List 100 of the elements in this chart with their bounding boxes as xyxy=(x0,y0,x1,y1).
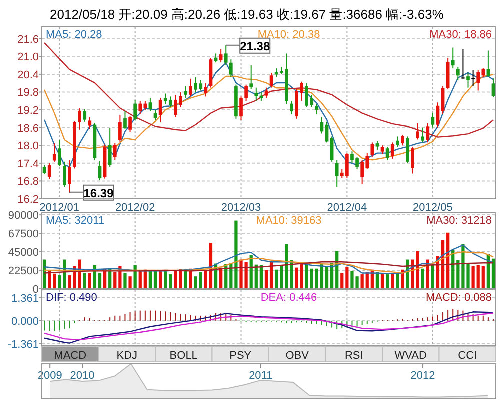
x-tick-label: 2012/01 xyxy=(40,202,80,214)
text: MA10: 39163 xyxy=(256,215,322,227)
x-tick-label: 2012/04 xyxy=(327,202,368,214)
text: MA30: 31218 xyxy=(426,215,492,227)
candlestick xyxy=(124,111,127,130)
bar xyxy=(88,273,92,289)
line-series xyxy=(44,251,494,274)
bar xyxy=(194,276,198,289)
candlestick xyxy=(406,136,410,164)
bar xyxy=(179,270,182,289)
bar xyxy=(63,260,66,289)
candlestick xyxy=(492,78,496,98)
candlestick xyxy=(128,115,132,133)
candlestick xyxy=(58,139,62,167)
candlestick xyxy=(189,78,192,98)
bar xyxy=(386,274,390,289)
candlestick xyxy=(158,98,162,123)
candlestick xyxy=(230,59,233,78)
line-series xyxy=(44,244,494,274)
text: MA10: 20.38 xyxy=(258,29,320,41)
y-tick-label: 0.000 xyxy=(11,316,39,328)
candlestick xyxy=(396,136,400,148)
candlestick xyxy=(431,112,435,128)
candlestick xyxy=(325,121,329,144)
text: WVAD xyxy=(394,350,428,362)
candlestick xyxy=(411,146,414,174)
candlestick xyxy=(250,65,254,90)
y-tick-label: 19.2 xyxy=(18,105,39,118)
x-tick-label: 2012/03 xyxy=(221,202,262,214)
text: DIF: 0.490 xyxy=(46,292,98,304)
bar xyxy=(492,258,496,289)
y-tick-label: 90000 xyxy=(8,210,39,222)
bar xyxy=(431,266,435,289)
candlestick xyxy=(390,142,394,160)
candlestick xyxy=(108,128,112,168)
text: KDJ xyxy=(116,350,138,362)
candlestick xyxy=(486,50,490,78)
text: BOLL xyxy=(170,350,198,362)
text: MA5: 32011 xyxy=(46,215,105,227)
text: OBV xyxy=(286,350,310,362)
y-tick-label: 45000 xyxy=(8,247,39,260)
text: MA5: 20.28 xyxy=(46,29,102,41)
bar xyxy=(472,266,475,289)
y-tick-label: 19.8 xyxy=(18,87,39,100)
x-tick-label: 2010 xyxy=(70,370,95,382)
bar xyxy=(346,267,349,289)
x-tick-label: 2012/05 xyxy=(413,202,453,214)
bar xyxy=(290,260,294,289)
y-tick-label: 20.4 xyxy=(18,69,39,82)
bar xyxy=(58,276,62,289)
line-series xyxy=(44,262,494,274)
bar xyxy=(199,272,202,289)
candlestick xyxy=(436,102,440,128)
text: MACD xyxy=(54,350,87,362)
candlestick xyxy=(88,116,92,130)
x-tick-label: 2012/02 xyxy=(115,202,156,214)
x-tick-label: 2012 xyxy=(410,370,436,382)
series-label: DEA: 0.446 xyxy=(260,292,318,304)
bar xyxy=(234,220,238,289)
bar xyxy=(124,273,127,289)
bar xyxy=(264,270,268,289)
y-tick-label: 67500 xyxy=(8,228,39,241)
bar xyxy=(280,266,284,289)
bar xyxy=(456,260,460,289)
candlestick xyxy=(462,48,465,80)
candlestick xyxy=(264,87,268,99)
y-tick-label: 16.2 xyxy=(18,194,39,206)
bar xyxy=(53,274,56,289)
candlestick xyxy=(270,72,274,88)
candlestick xyxy=(370,142,374,158)
bar xyxy=(128,276,132,289)
candlestick xyxy=(441,86,445,115)
bar xyxy=(98,273,102,289)
candlestick xyxy=(456,66,460,81)
candlestick xyxy=(78,108,82,130)
line-series xyxy=(44,42,494,138)
bar xyxy=(340,273,344,289)
y-tick-label: 21.6 xyxy=(18,34,39,46)
bar xyxy=(164,271,168,289)
bar xyxy=(396,274,400,289)
candlestick xyxy=(451,47,455,70)
annotation: 16.39 xyxy=(84,186,114,200)
candlestick xyxy=(401,134,404,146)
candlestick xyxy=(426,122,430,144)
candlestick xyxy=(148,98,152,112)
text: CCI xyxy=(458,350,478,362)
candlestick xyxy=(68,160,72,194)
candlestick xyxy=(83,108,87,122)
y-tick-label: 16.8 xyxy=(18,176,39,188)
candlestick xyxy=(118,114,122,143)
y-tick-label: 1.361 xyxy=(11,292,39,305)
y-tick-label: -1.361 xyxy=(8,338,39,351)
x-tick-label: 2011 xyxy=(249,370,273,382)
candlestick xyxy=(154,110,158,121)
candlestick xyxy=(244,84,248,102)
bar xyxy=(275,270,278,289)
candlestick xyxy=(466,72,470,88)
bar xyxy=(315,268,318,289)
candlestick xyxy=(63,161,66,188)
y-tick-label: 17.4 xyxy=(18,158,39,170)
